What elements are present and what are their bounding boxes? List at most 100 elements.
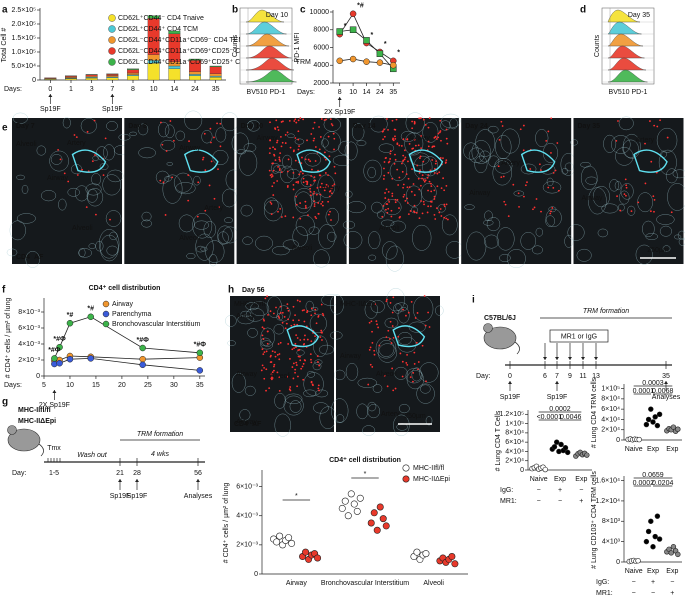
row-label: IgG: <box>596 579 609 586</box>
cd4-signal <box>314 312 316 315</box>
y-tick-label: 1.2×10⁵ <box>499 411 524 418</box>
cd4-signal <box>171 176 174 179</box>
cd4-signal <box>277 343 280 345</box>
tissue-outline <box>419 362 439 383</box>
cd4-signal <box>418 217 421 220</box>
cd4-signal <box>653 210 655 213</box>
cd4-signal <box>287 158 290 161</box>
cd4-signal <box>436 138 438 140</box>
tissue-outline <box>231 132 249 154</box>
cd4-signal <box>383 161 386 163</box>
annotation: * <box>344 23 347 30</box>
cd4-signal <box>328 155 331 158</box>
annotation: *#Φ <box>53 336 66 343</box>
cd4-signal <box>385 208 387 211</box>
tissue-outline <box>282 154 293 169</box>
micrograph <box>12 118 122 264</box>
cd4-signal <box>76 174 79 176</box>
tissue-outline <box>318 224 336 250</box>
tissue-outline <box>382 241 398 260</box>
tissue-outline <box>318 344 335 355</box>
region-label: Airway <box>236 371 258 378</box>
cd4-signal <box>386 211 389 214</box>
cd4-signal <box>397 184 400 186</box>
cd4-signal <box>297 148 300 151</box>
arrow-head <box>135 479 139 482</box>
cd4-signal <box>323 119 326 121</box>
cd4-signal <box>670 211 673 214</box>
cd4-signal <box>398 176 401 179</box>
tissue-outline <box>385 245 404 272</box>
cd4-signal <box>279 341 282 344</box>
cd4-signal <box>303 320 306 323</box>
x-prefix: Days: <box>297 89 315 96</box>
cd4-signal <box>402 154 405 157</box>
cd4-signal <box>324 186 327 189</box>
cd4-signal <box>404 156 407 159</box>
cd4-signal <box>316 186 319 189</box>
x-tick-label: 14 <box>363 89 371 96</box>
cd4-signal <box>262 318 265 321</box>
cd4-signal <box>266 330 269 333</box>
tissue-outline <box>308 226 320 235</box>
point <box>650 419 656 425</box>
bar-segment <box>209 73 222 77</box>
cd4-signal <box>271 185 274 188</box>
x-tick-label: 35 <box>212 86 220 93</box>
cd4-signal <box>406 202 409 204</box>
cd4-signal <box>616 195 618 198</box>
cd4-signal <box>320 182 323 185</box>
cd4-signal <box>437 136 440 139</box>
tissue-outline <box>160 139 176 151</box>
x-tick-label: 3 <box>90 86 94 93</box>
cd4-signal <box>276 353 279 356</box>
cd4-signal <box>289 386 292 388</box>
cd4-signal <box>532 208 534 211</box>
cd4-signal <box>292 150 295 153</box>
cd4-signal <box>297 119 300 122</box>
cd4-signal <box>320 331 323 334</box>
tissue-outline <box>618 190 630 205</box>
tissue-outline <box>390 220 406 233</box>
tissue-outline <box>245 302 259 311</box>
y-tick-label: 0 <box>254 571 258 578</box>
cd4-signal <box>165 150 168 152</box>
point <box>314 554 322 562</box>
cd4-signal <box>382 205 385 207</box>
tissue-outline <box>260 327 275 347</box>
y-tick-label: 6×10⁴ <box>601 406 620 413</box>
strain-label: C57BL/6J <box>484 315 516 322</box>
cd4-signal <box>436 185 439 188</box>
cd4-signal <box>445 217 448 220</box>
cd4-signal <box>430 185 433 188</box>
tissue-outline <box>620 183 634 200</box>
cd4-signal <box>302 378 305 381</box>
cd4-signal <box>57 148 60 151</box>
cd4-signal <box>330 219 332 221</box>
tissue-outline <box>201 129 213 144</box>
cd4-signal <box>331 192 333 195</box>
cd4-signal <box>263 319 265 322</box>
cd4-signal <box>390 209 393 212</box>
cd4-signal <box>407 311 410 314</box>
cd4-signal <box>533 206 536 209</box>
day-label: Day 56 <box>242 287 265 294</box>
cd4-signal <box>263 366 265 369</box>
bar-segment <box>209 66 222 74</box>
cd4-signal <box>396 168 399 171</box>
cd4-signal <box>318 389 320 392</box>
cd4-signal <box>272 312 275 315</box>
tissue-outline <box>369 115 388 133</box>
cd4-signal <box>391 195 394 197</box>
point <box>338 504 346 512</box>
cd4-signal <box>410 190 413 193</box>
point <box>66 355 74 363</box>
tissue-outline <box>564 234 574 248</box>
x-tick-label: Exp <box>554 476 566 483</box>
cd4-signal <box>295 121 298 124</box>
y-axis-label: # Lung CD4 T Cells <box>495 410 502 471</box>
cd4-signal <box>196 215 199 218</box>
cd4-signal <box>501 125 504 127</box>
tissue-outline <box>335 414 345 423</box>
cd4-signal <box>273 153 275 156</box>
